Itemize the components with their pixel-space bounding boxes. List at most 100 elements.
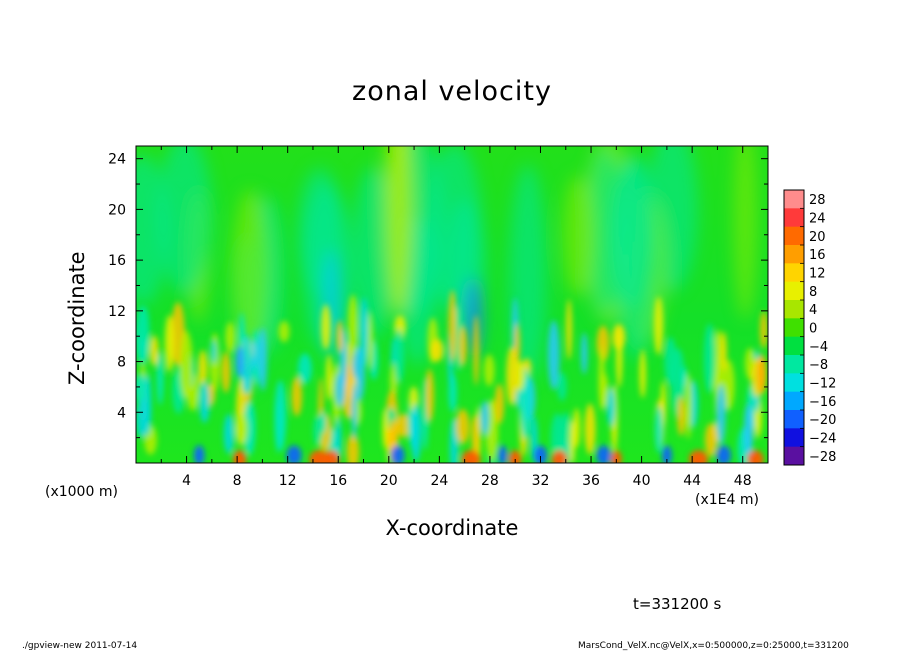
- colorbar-label: −28: [809, 450, 836, 465]
- field-cell: [351, 382, 358, 439]
- field-cell: [164, 315, 175, 372]
- field-cell: [221, 351, 231, 393]
- field-cell: [580, 332, 588, 375]
- field-cell: [156, 352, 164, 406]
- field-cell: [606, 387, 616, 427]
- field-cell: [483, 354, 495, 387]
- field-cell: [346, 433, 360, 463]
- field-cell: [430, 338, 444, 362]
- y-tick-label: 4: [117, 405, 126, 421]
- footer-source: MarsCond_VelX.nc@VelX,x=0:500000,z=0:250…: [578, 641, 849, 651]
- field-cell: [199, 381, 210, 423]
- field-cell: [685, 373, 692, 440]
- x-tick-label: 24: [430, 473, 448, 489]
- y-tick-label: 12: [108, 304, 126, 320]
- field-plume: [562, 175, 595, 298]
- colorbar-swatch: [784, 245, 804, 264]
- field-hot: [611, 450, 622, 463]
- field-cell: [584, 403, 596, 455]
- x-tick-label: 12: [279, 473, 297, 489]
- field-cell: [743, 403, 754, 457]
- field-cell: [367, 311, 374, 369]
- y-tick-label: 24: [108, 152, 126, 168]
- chart-title: zonal velocity: [352, 76, 552, 107]
- field-cold: [390, 445, 405, 463]
- heatmap-field: [136, 146, 768, 463]
- field-cold: [193, 445, 205, 463]
- colorbar-swatch: [784, 208, 804, 228]
- field-cell: [677, 395, 686, 437]
- field-cell: [225, 322, 236, 353]
- colorbar-label: −20: [809, 413, 836, 428]
- field-cell: [320, 304, 331, 350]
- field-plume: [384, 146, 413, 316]
- field-cell: [258, 327, 267, 391]
- field-hot: [756, 354, 767, 395]
- field-cell: [455, 408, 470, 445]
- field-cell: [137, 305, 150, 342]
- colorbar-label: 8: [809, 285, 817, 300]
- x-tick-label: 40: [633, 473, 651, 489]
- colorbar-label: −24: [809, 431, 836, 446]
- field-cell: [136, 399, 148, 439]
- field-cell: [298, 353, 312, 385]
- field-cell: [704, 423, 718, 457]
- x-unit-left: (x1000 m): [45, 484, 118, 500]
- plot-frame: [135, 145, 769, 464]
- colorbar-swatch: [784, 300, 804, 319]
- field-cell: [681, 366, 687, 388]
- field-hot: [309, 450, 330, 463]
- field-cell: [664, 337, 677, 386]
- field-cold: [716, 445, 731, 463]
- colorbar: 28 24 20 16 12 8 4 0 −4 −8 −12 −16 −20 −24 −28: [783, 189, 836, 466]
- field-cell: [136, 373, 147, 404]
- field-cell: [223, 414, 235, 454]
- field-cell: [559, 412, 572, 463]
- field-plume: [157, 146, 213, 294]
- field-cell: [335, 417, 342, 462]
- footer-program: ./gpview-new 2011-07-14: [22, 641, 138, 651]
- field-cell: [198, 349, 208, 388]
- field-cold: [497, 445, 508, 463]
- field-cold: [661, 445, 672, 463]
- colorbar-swatch: [784, 428, 804, 448]
- x-tick-label: 28: [481, 473, 499, 489]
- field-cold: [286, 445, 302, 463]
- field-cell: [458, 325, 467, 366]
- field-cell: [359, 297, 369, 369]
- field-cell: [557, 372, 567, 401]
- field-cell: [720, 331, 727, 372]
- field-hot: [551, 450, 568, 463]
- field-cell: [396, 413, 411, 438]
- field-cell: [722, 359, 735, 411]
- field-cell: [393, 328, 405, 384]
- field-cell: [274, 380, 287, 451]
- y-tick-label: 8: [117, 355, 126, 371]
- field-cell: [410, 404, 422, 462]
- field-cell: [382, 408, 389, 449]
- field-cell: [448, 289, 457, 362]
- field-cell: [716, 384, 726, 445]
- field-hot: [747, 450, 764, 463]
- x-tick-label: 44: [683, 473, 701, 489]
- colorbar-label: −16: [809, 395, 836, 410]
- field-hot: [233, 450, 247, 463]
- field-plume: [610, 157, 650, 310]
- x-tick-label: 8: [233, 473, 242, 489]
- x-tick-label: 16: [329, 473, 347, 489]
- field-cell: [471, 414, 480, 460]
- x-tick-label: 4: [182, 473, 191, 489]
- field-cell: [506, 346, 518, 406]
- field-cell: [639, 349, 647, 399]
- field-cell: [149, 335, 159, 367]
- y-tick-label: 20: [108, 202, 126, 218]
- colorbar-label: 24: [809, 211, 826, 226]
- field-cell: [243, 400, 256, 456]
- field-cell: [703, 323, 716, 394]
- field-cell: [615, 324, 623, 388]
- field-cell: [494, 383, 505, 424]
- field-hot: [461, 450, 481, 463]
- colorbar-swatch: [784, 391, 804, 411]
- field-plume: [733, 146, 757, 321]
- y-axis-label: Z-coordinate: [65, 251, 89, 385]
